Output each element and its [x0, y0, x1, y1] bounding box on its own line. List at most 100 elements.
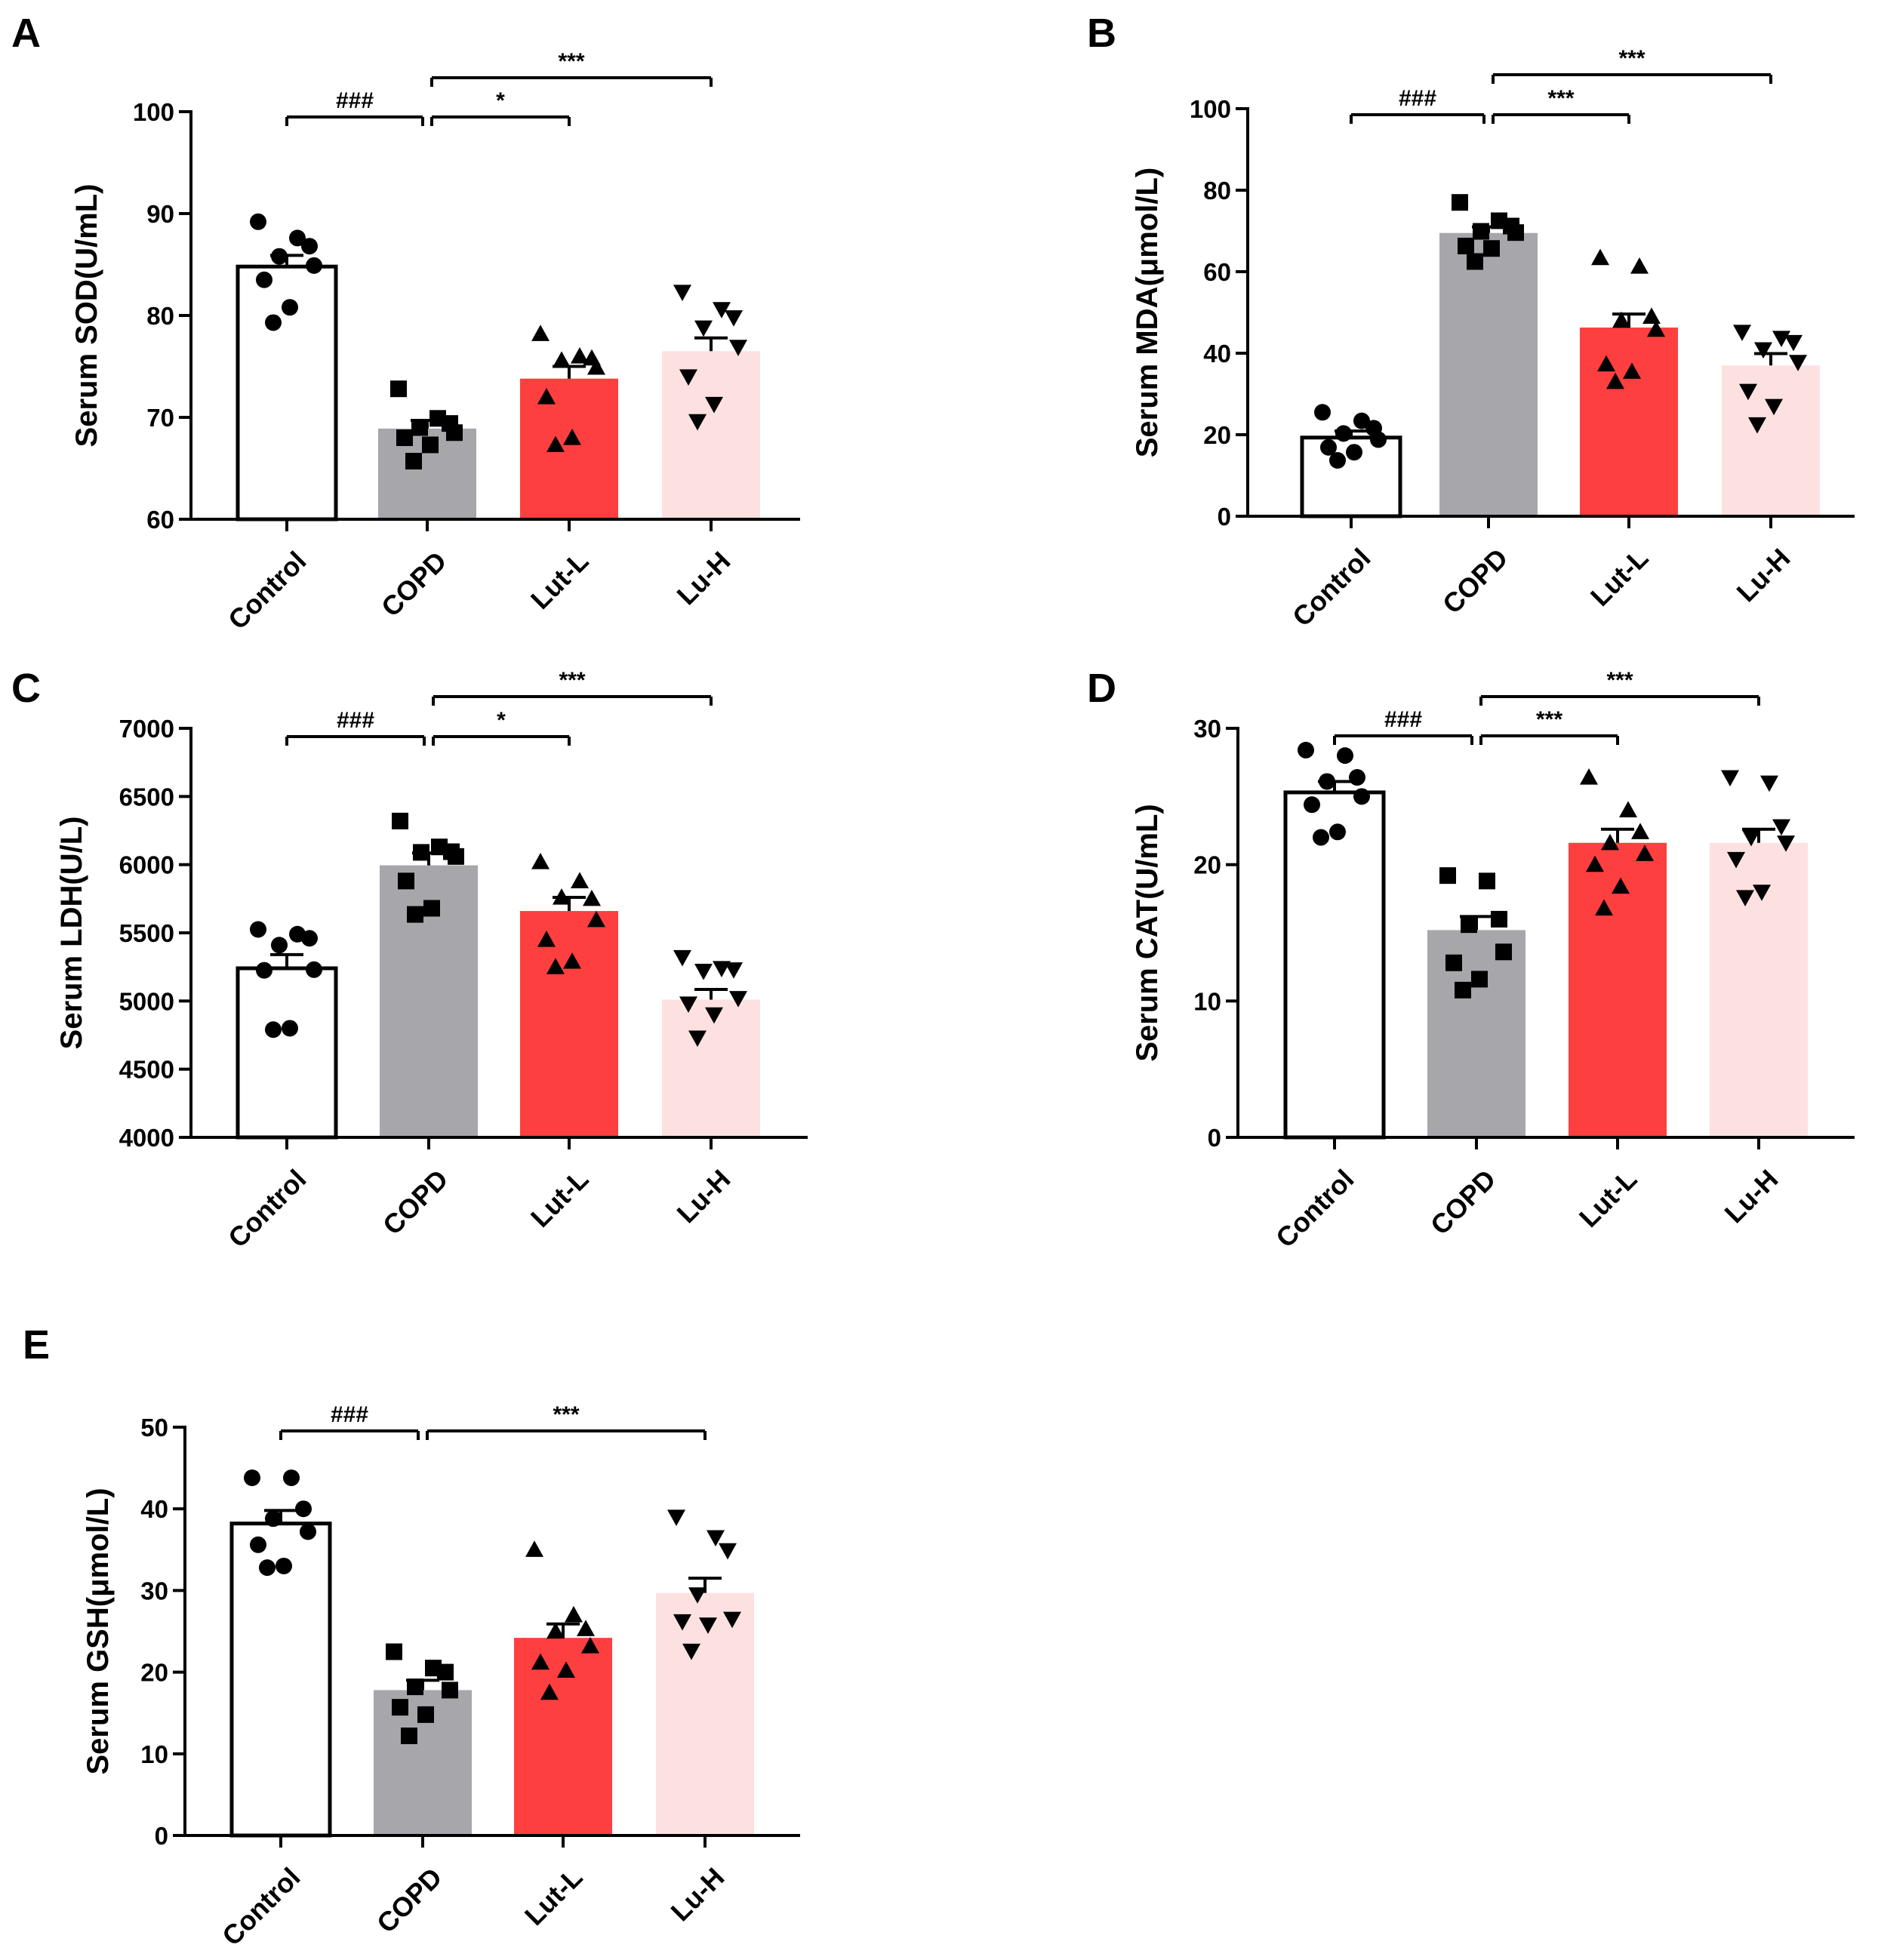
- y-tick-label: 0: [1218, 503, 1231, 531]
- data-point-triangle-down: [1772, 819, 1790, 836]
- panel-a: A 60 70 80 90 100 Control COPD Lut-L Lu-H Serum SO…: [11, 11, 800, 635]
- data-point-triangle-down: [1789, 355, 1807, 371]
- data-point-triangle-up: [1647, 320, 1665, 337]
- data-point-triangle-down: [1739, 383, 1757, 401]
- y-tick-label: 40: [1203, 340, 1231, 368]
- y-tick-label: 5500: [119, 919, 174, 947]
- data-point-circle: [283, 1469, 300, 1487]
- y-tick-label: 4000: [119, 1124, 174, 1152]
- data-point-triangle-down: [1760, 775, 1778, 792]
- data-point-triangle-down: [1721, 770, 1739, 787]
- data-point-triangle-up: [1619, 801, 1637, 817]
- data-point-triangle-down: [725, 962, 743, 979]
- y-tick-label: 100: [1190, 95, 1231, 123]
- data-point-triangle-down: [725, 310, 743, 327]
- x-tick-label: Lut-L: [1573, 1163, 1643, 1233]
- significance-label: ***: [1618, 46, 1645, 71]
- data-point-triangle-up: [557, 1661, 575, 1678]
- data-point-square: [386, 1643, 402, 1660]
- data-point-triangle-down: [723, 1611, 741, 1629]
- significance-label: ###: [1399, 86, 1436, 111]
- data-point-triangle-down: [673, 949, 691, 967]
- data-point-square: [442, 1682, 458, 1699]
- y-tick-label: 30: [140, 1577, 168, 1605]
- data-point-triangle-down: [1727, 851, 1745, 869]
- data-point-square: [1461, 916, 1477, 934]
- bar: [1283, 790, 1386, 1140]
- significance-label: ***: [1606, 668, 1633, 693]
- data-point-square: [411, 419, 428, 436]
- data-point-square: [407, 906, 423, 923]
- data-point-circle: [1329, 452, 1346, 469]
- data-point-square: [413, 844, 429, 861]
- bar: [1427, 930, 1525, 1137]
- y-tick-label: 6500: [119, 783, 174, 811]
- data-point-circle: [301, 930, 318, 947]
- y-tick-label: 10: [140, 1740, 168, 1768]
- data-point-triangle-down: [705, 1007, 723, 1024]
- data-point-triangle-up: [531, 853, 550, 869]
- data-point-square: [1491, 910, 1507, 928]
- data-point-triangle-up: [531, 325, 550, 341]
- x-tick-label: Lut-L: [519, 1861, 589, 1931]
- data-point-triangle-down: [729, 340, 747, 356]
- significance-label: *: [497, 708, 506, 733]
- data-point-triangle-up: [537, 388, 556, 405]
- data-point-triangle-up: [1623, 362, 1641, 379]
- significance-label: ###: [1384, 707, 1422, 732]
- data-point-triangle-up: [1630, 257, 1649, 274]
- x-tick-label: COPD: [371, 1861, 448, 1939]
- y-tick-label: 60: [146, 506, 174, 534]
- data-point-triangle-up: [1612, 311, 1630, 328]
- data-point-square: [390, 380, 407, 398]
- y-tick-label: 20: [1203, 421, 1231, 449]
- data-point-circle: [1320, 438, 1337, 456]
- data-point-circle: [295, 1500, 312, 1518]
- data-point-triangle-up: [565, 1605, 583, 1623]
- data-point-square: [1452, 194, 1468, 211]
- data-point-circle: [282, 299, 298, 316]
- data-point-circle: [1313, 829, 1329, 846]
- y-tick-label: 5000: [119, 987, 174, 1015]
- data-point-triangle-up: [563, 952, 581, 969]
- y-axis-label: Serum SOD(U/mL): [70, 184, 103, 448]
- significance-label: ***: [559, 668, 585, 693]
- data-point-square: [437, 1663, 454, 1681]
- panel-e: E 0 10 20 30 40 50 Control COPD Lut-L Lu-H Serum GS…: [23, 1322, 800, 1952]
- data-point-square: [417, 1706, 434, 1723]
- data-point-circle: [306, 961, 322, 978]
- data-point-triangle-down: [1777, 835, 1795, 852]
- panel-letter: E: [23, 1322, 50, 1368]
- data-point-circle: [1298, 741, 1314, 758]
- significance-label: *: [496, 88, 505, 113]
- data-point-triangle-down: [679, 369, 697, 386]
- data-point-triangle-down: [719, 1543, 737, 1560]
- x-tick-label: COPD: [377, 1163, 454, 1241]
- data-point-square: [1445, 954, 1462, 971]
- data-point-triangle-down: [688, 1587, 707, 1604]
- data-point-triangle-up: [1601, 833, 1619, 851]
- data-point-triangle-up: [553, 888, 571, 905]
- data-point-triangle-up: [546, 958, 565, 974]
- data-point-square: [401, 1727, 417, 1744]
- data-point-triangle-down: [688, 414, 707, 431]
- significance-label: ###: [337, 708, 374, 733]
- bar: [1580, 327, 1678, 516]
- data-point-circle: [1349, 769, 1365, 786]
- data-point-square: [422, 436, 439, 454]
- y-axis-label: Serum MDA(μmol/L): [1131, 168, 1164, 457]
- data-point-square: [1471, 971, 1488, 988]
- data-point-square: [1439, 867, 1456, 885]
- data-point-triangle-up: [563, 429, 581, 445]
- panel-letter: D: [1087, 666, 1116, 711]
- y-tick-label: 20: [1193, 851, 1221, 879]
- significance-label: ***: [1547, 86, 1574, 111]
- data-point-square: [1467, 253, 1483, 270]
- data-point-triangle-up: [1580, 768, 1598, 785]
- data-point-triangle-down: [694, 320, 713, 337]
- data-point-circle: [1335, 425, 1352, 442]
- data-point-square: [1495, 943, 1512, 961]
- significance-label: ###: [336, 88, 374, 113]
- data-point-triangle-down: [729, 991, 747, 1008]
- y-tick-label: 4500: [119, 1056, 174, 1084]
